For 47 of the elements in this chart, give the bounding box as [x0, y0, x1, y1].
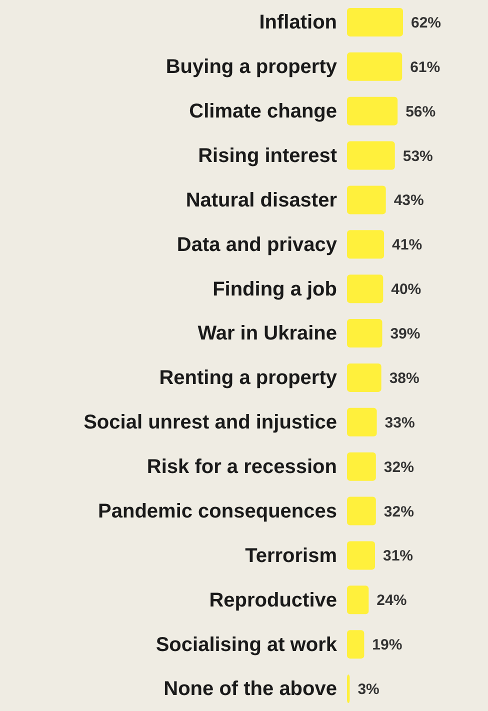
- y-tick-label: Buying a property: [166, 56, 338, 78]
- data-label: 31%: [383, 548, 414, 565]
- y-tick-label: War in Ukraine: [198, 322, 337, 345]
- bar: [347, 186, 386, 214]
- bar: [347, 96, 398, 126]
- data-label: 33%: [384, 414, 415, 432]
- bar: [347, 8, 403, 36]
- data-label: 32%: [384, 503, 414, 520]
- data-label: 38%: [389, 370, 420, 387]
- y-tick-label: Socialising at work: [156, 634, 338, 656]
- bar: [347, 408, 377, 436]
- bar: [347, 541, 375, 570]
- bar: [347, 452, 376, 481]
- y-tick-label: Terrorism: [245, 544, 337, 567]
- y-tick-label: Reproductive: [209, 589, 337, 612]
- data-label: 61%: [410, 58, 440, 76]
- data-label: 41%: [392, 236, 422, 254]
- bar: [347, 52, 402, 81]
- y-tick-label: Social unrest and injustice: [84, 412, 337, 434]
- data-label: 56%: [406, 103, 436, 120]
- y-tick-label: Inflation: [259, 12, 337, 34]
- data-label: 62%: [411, 14, 442, 32]
- data-label: 43%: [394, 192, 424, 210]
- y-tick-label: Data and privacy: [176, 234, 338, 256]
- bar: [347, 364, 382, 392]
- y-tick-label: Renting a property: [159, 367, 338, 390]
- y-tick-label: Pandemic consequences: [98, 500, 337, 522]
- bar: [347, 141, 395, 170]
- y-tick-label: Natural disaster: [186, 189, 338, 212]
- data-label: 19%: [372, 636, 402, 654]
- data-label: 39%: [390, 326, 420, 343]
- data-label: 3%: [358, 681, 380, 698]
- y-tick-label: Finding a job: [212, 278, 337, 300]
- bar: [347, 230, 384, 259]
- y-tick-label: Climate change: [189, 100, 337, 122]
- bar: [347, 496, 376, 526]
- bar: [347, 586, 369, 614]
- bar: [347, 274, 384, 304]
- data-label: 53%: [402, 148, 433, 165]
- data-label: 32%: [384, 458, 414, 476]
- y-tick-label: Rising interest: [198, 144, 338, 167]
- bar: [347, 630, 364, 659]
- y-tick-label: Risk for a recession: [146, 456, 337, 478]
- data-label: 40%: [391, 281, 422, 298]
- y-tick-label: None of the above: [164, 678, 337, 700]
- bar: [347, 319, 382, 348]
- data-label: 24%: [376, 592, 407, 610]
